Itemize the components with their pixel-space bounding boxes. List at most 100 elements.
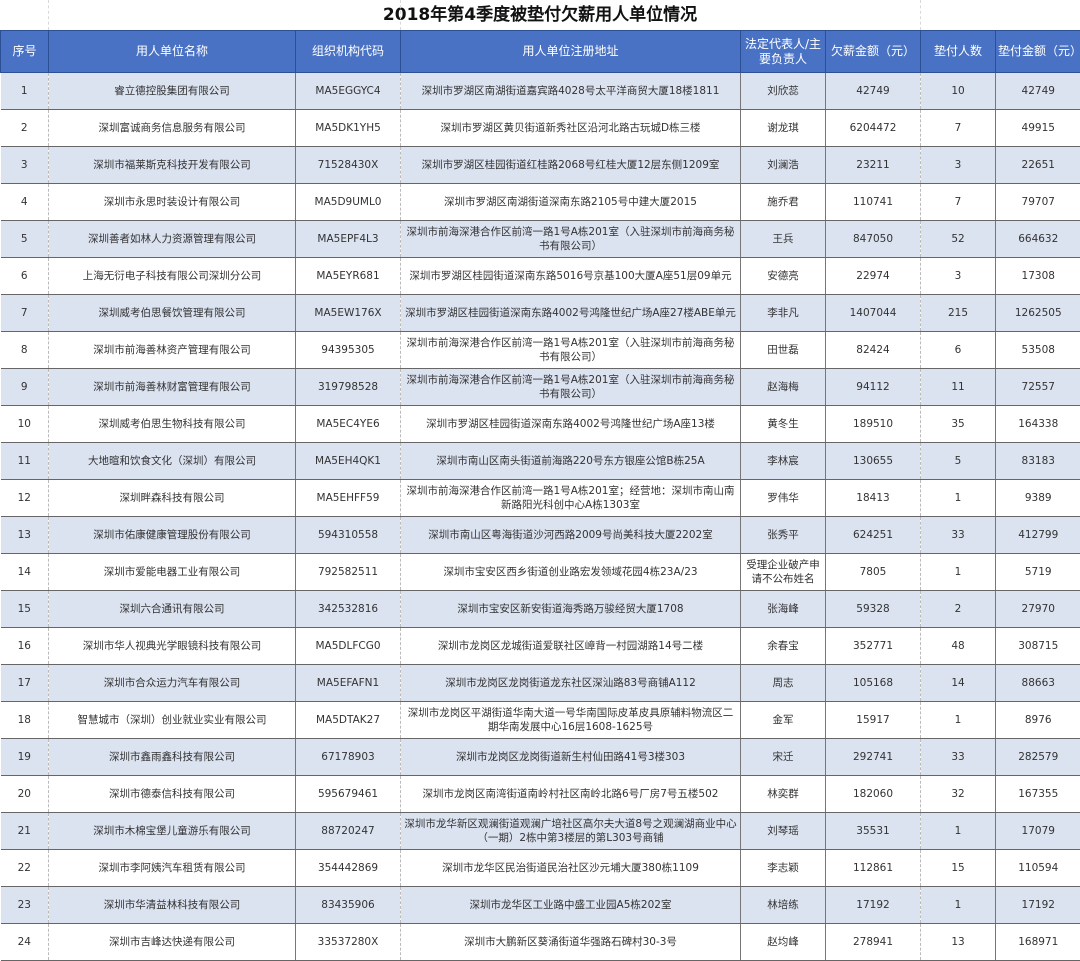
cell-company-name: 深圳六合通讯有限公司 — [49, 591, 296, 628]
cell-org-code: MA5EGGYC4 — [296, 73, 401, 110]
cell-paid-count-text: 3 — [923, 158, 993, 172]
cell-legal-rep-text: 受理企业破产申请不公布姓名 — [743, 558, 823, 586]
cell-paid-amount-text: 72557 — [998, 380, 1079, 394]
cell-address-text: 深圳市罗湖区南湖街道嘉宾路4028号太平洋商贸大厦18楼1811 — [403, 84, 738, 98]
cell-company-name-text: 深圳市永思时装设计有限公司 — [51, 195, 293, 209]
cell-paid-amount-text: 22651 — [998, 158, 1079, 172]
cell-arrears-amount-text: 6204472 — [828, 121, 918, 135]
cell-paid-count: 11 — [921, 369, 996, 406]
cell-paid-count-text: 2 — [923, 602, 993, 616]
cell-paid-amount: 168971 — [996, 924, 1080, 961]
cell-legal-rep-text: 赵海梅 — [743, 380, 823, 394]
cell-arrears-amount: 23211 — [826, 147, 921, 184]
cell-address: 深圳市大鹏新区葵涌街道华强路石碑村30-3号 — [401, 924, 741, 961]
cell-index-text: 7 — [3, 306, 47, 320]
cell-paid-amount: 53508 — [996, 332, 1080, 369]
cell-index-text: 12 — [3, 491, 47, 505]
cell-company-name-text: 深圳市吉峰达快递有限公司 — [51, 935, 293, 949]
cell-paid-amount-text: 83183 — [998, 454, 1079, 468]
cell-legal-rep: 李志颖 — [741, 850, 826, 887]
cell-company-name: 深圳市爱能电器工业有限公司 — [49, 554, 296, 591]
cell-index-text: 15 — [3, 602, 47, 616]
cell-company-name: 深圳市李阿姨汽车租赁有限公司 — [49, 850, 296, 887]
cell-paid-count: 3 — [921, 147, 996, 184]
cell-org-code: 88720247 — [296, 813, 401, 850]
cell-arrears-amount: 130655 — [826, 443, 921, 480]
cell-org-code-text: 594310558 — [298, 528, 398, 542]
gridline — [48, 0, 49, 30]
cell-company-name: 深圳富诚商务信息服务有限公司 — [49, 110, 296, 147]
cell-index: 20 — [1, 776, 49, 813]
cell-address-text: 深圳市龙岗区平湖街道华南大道一号华南国际皮革皮具原辅料物流区二期华南发展中心16… — [403, 706, 738, 734]
cell-org-code-text: MA5EW176X — [298, 306, 398, 320]
cell-paid-count-text: 48 — [923, 639, 993, 653]
cell-paid-amount-text: 17192 — [998, 898, 1079, 912]
cell-address-text: 深圳市龙华区民治街道民治社区沙元埔大厦380栋1109 — [403, 861, 738, 875]
cell-paid-amount: 282579 — [996, 739, 1080, 776]
cell-paid-count: 33 — [921, 739, 996, 776]
cell-arrears-amount: 42749 — [826, 73, 921, 110]
cell-index: 8 — [1, 332, 49, 369]
cell-address: 深圳市龙华区民治街道民治社区沙元埔大厦380栋1109 — [401, 850, 741, 887]
cell-legal-rep: 周志 — [741, 665, 826, 702]
cell-arrears-amount-text: 624251 — [828, 528, 918, 542]
cell-address-text: 深圳市罗湖区黄贝街道新秀社区沿河北路古玩城D栋三楼 — [403, 121, 738, 135]
cell-company-name: 深圳威考伯思生物科技有限公司 — [49, 406, 296, 443]
cell-paid-amount: 22651 — [996, 147, 1080, 184]
cell-org-code: 33537280X — [296, 924, 401, 961]
cell-org-code-text: 88720247 — [298, 824, 398, 838]
cell-index-text: 16 — [3, 639, 47, 653]
cell-org-code-text: 33537280X — [298, 935, 398, 949]
cell-paid-amount: 72557 — [996, 369, 1080, 406]
cell-index-text: 5 — [3, 232, 47, 246]
cell-address-text: 深圳市南山区南头街道前海路220号东方银座公馆B栋25A — [403, 454, 738, 468]
cell-org-code-text: MA5EPF4L3 — [298, 232, 398, 246]
cell-paid-amount-text: 5719 — [998, 565, 1079, 579]
cell-index: 6 — [1, 258, 49, 295]
cell-paid-amount: 412799 — [996, 517, 1080, 554]
cell-company-name: 深圳畔森科技有限公司 — [49, 480, 296, 517]
cell-paid-count: 33 — [921, 517, 996, 554]
cell-org-code-text: 83435906 — [298, 898, 398, 912]
cell-arrears-amount-text: 59328 — [828, 602, 918, 616]
cell-paid-amount: 17308 — [996, 258, 1080, 295]
cell-paid-count-text: 10 — [923, 84, 993, 98]
cell-org-code: MA5EC4YE6 — [296, 406, 401, 443]
cell-address: 深圳市龙华新区观澜街道观澜广培社区高尔夫大道8号之观澜湖商业中心（一期）2栋中第… — [401, 813, 741, 850]
cell-paid-count-text: 1 — [923, 824, 993, 838]
cell-company-name-text: 深圳六合通讯有限公司 — [51, 602, 293, 616]
cell-company-name: 深圳市华人视典光学眼镜科技有限公司 — [49, 628, 296, 665]
cell-address: 深圳市罗湖区南湖街道嘉宾路4028号太平洋商贸大厦18楼1811 — [401, 73, 741, 110]
header-arrears-amount: 欠薪金额（元） — [826, 31, 921, 73]
cell-arrears-amount-text: 847050 — [828, 232, 918, 246]
cell-arrears-amount-text: 17192 — [828, 898, 918, 912]
cell-paid-amount: 164338 — [996, 406, 1080, 443]
cell-arrears-amount-text: 182060 — [828, 787, 918, 801]
cell-index: 12 — [1, 480, 49, 517]
cell-legal-rep: 余春宝 — [741, 628, 826, 665]
cell-paid-count: 52 — [921, 221, 996, 258]
cell-index-text: 23 — [3, 898, 47, 912]
cell-arrears-amount-text: 22974 — [828, 269, 918, 283]
cell-index: 7 — [1, 295, 49, 332]
cell-paid-amount-text: 164338 — [998, 417, 1079, 431]
cell-legal-rep-text: 李非凡 — [743, 306, 823, 320]
cell-org-code: 342532816 — [296, 591, 401, 628]
cell-legal-rep-text: 余春宝 — [743, 639, 823, 653]
cell-paid-count-text: 14 — [923, 676, 993, 690]
cell-arrears-amount: 7805 — [826, 554, 921, 591]
cell-company-name-text: 深圳市华清益林科技有限公司 — [51, 898, 293, 912]
cell-paid-count-text: 215 — [923, 306, 993, 320]
cell-index-text: 22 — [3, 861, 47, 875]
cell-index: 16 — [1, 628, 49, 665]
cell-arrears-amount-text: 130655 — [828, 454, 918, 468]
cell-paid-amount: 8976 — [996, 702, 1080, 739]
cell-paid-count: 1 — [921, 554, 996, 591]
cell-paid-amount-text: 664632 — [998, 232, 1079, 246]
cell-paid-amount: 79707 — [996, 184, 1080, 221]
cell-legal-rep-text: 张海峰 — [743, 602, 823, 616]
cell-org-code-text: 792582511 — [298, 565, 398, 579]
cell-paid-amount-text: 79707 — [998, 195, 1079, 209]
